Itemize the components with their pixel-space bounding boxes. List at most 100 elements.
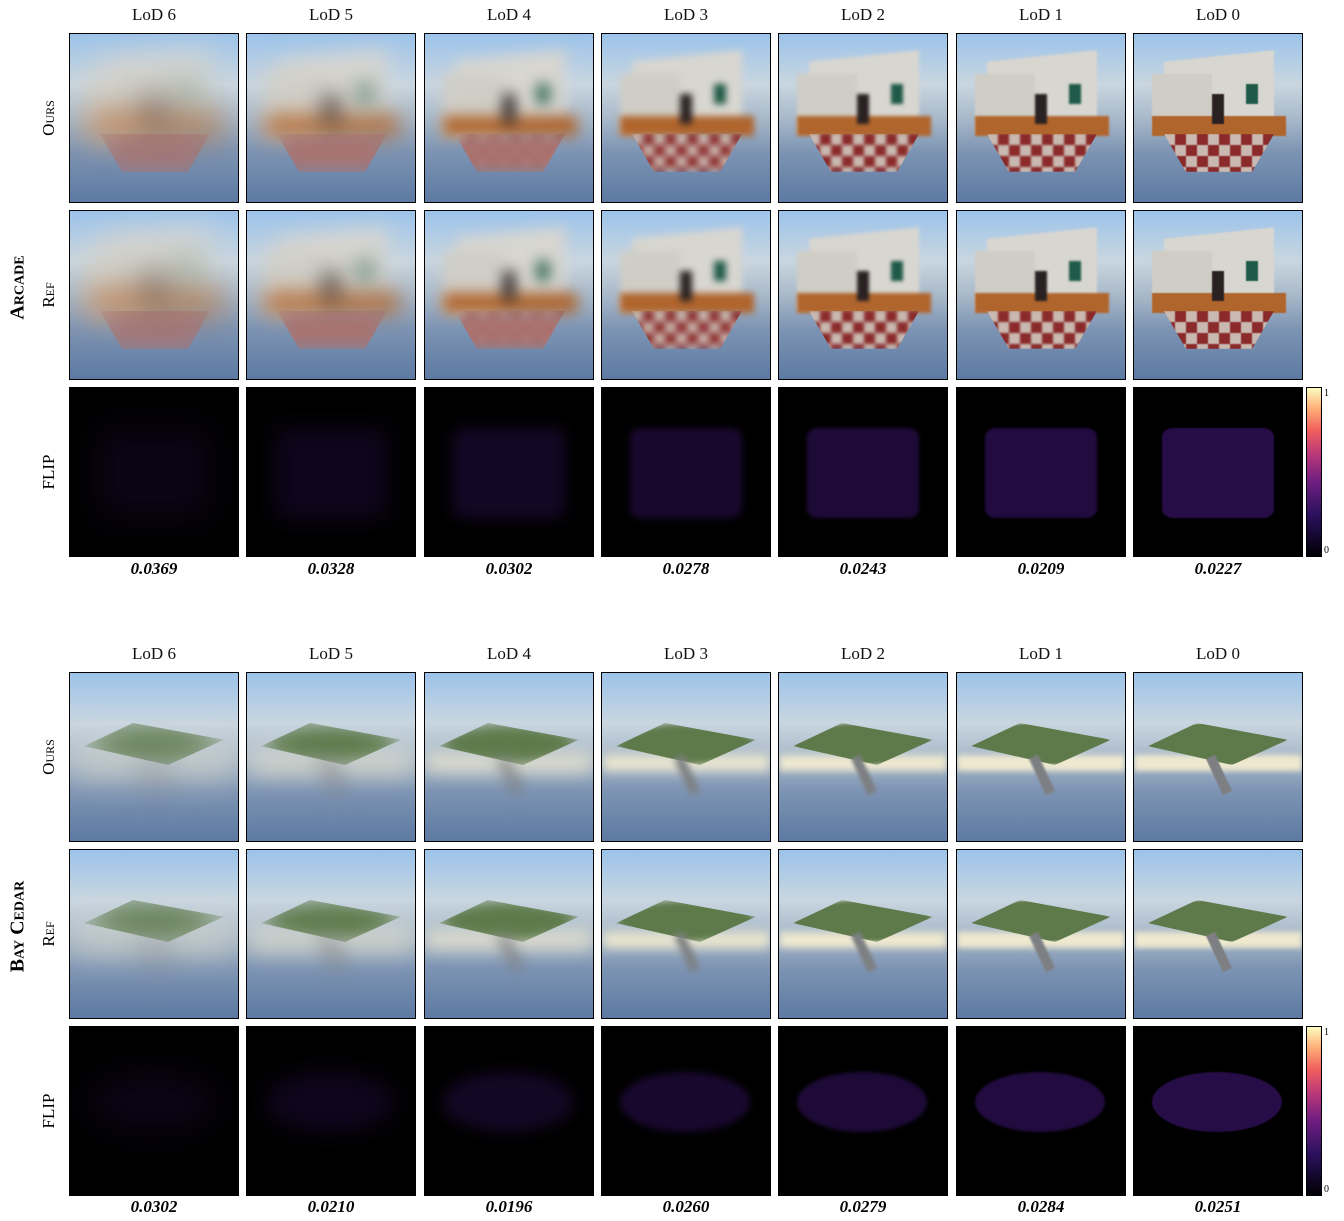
row-label: Ours [39, 672, 59, 842]
render-image [1133, 210, 1303, 380]
floor [987, 311, 1097, 349]
render-image [424, 210, 594, 380]
floor [455, 134, 565, 172]
poster [714, 84, 726, 104]
render-image [69, 672, 239, 842]
poster [714, 261, 726, 281]
error-region [453, 428, 565, 518]
flip-score: 0.0302 [424, 559, 594, 579]
render-image [601, 672, 771, 842]
scene-label: Arcade [7, 18, 30, 558]
poster [1069, 261, 1081, 281]
error-map [246, 387, 416, 557]
render-image [778, 672, 948, 842]
poster [182, 84, 194, 104]
floor [809, 311, 919, 349]
poster [891, 84, 903, 104]
column-header: LoD 3 [601, 644, 771, 664]
error-map [778, 387, 948, 557]
render-image [778, 33, 948, 203]
flip-score: 0.0209 [956, 559, 1126, 579]
error-map [69, 387, 239, 557]
figure: ArcadeOursRefFLIPLoD 60.0369LoD 50.0328L… [0, 0, 1344, 1221]
column-header: LoD 1 [956, 5, 1126, 25]
colorbar-min: 0 [1324, 1184, 1329, 1195]
cabinet [1212, 271, 1224, 301]
poster [891, 261, 903, 281]
flip-score: 0.0369 [69, 559, 239, 579]
render-image [778, 849, 948, 1019]
cabinet [857, 94, 869, 124]
flip-score: 0.0196 [424, 1197, 594, 1217]
poster [359, 261, 371, 281]
error-region [443, 1072, 573, 1132]
error-map [1133, 1026, 1303, 1196]
floor [1164, 134, 1274, 172]
scene-label: Bay Cedar [7, 657, 30, 1197]
colorbar [1306, 1026, 1322, 1196]
cabinet [857, 271, 869, 301]
error-region [1152, 1072, 1282, 1132]
colorbar [1306, 387, 1322, 557]
column-header: LoD 2 [778, 5, 948, 25]
row-label: FLIP [39, 387, 59, 557]
floor [100, 134, 210, 172]
column-header: LoD 1 [956, 644, 1126, 664]
error-map [601, 387, 771, 557]
error-region [797, 1072, 927, 1132]
render-image [1133, 849, 1303, 1019]
render-image [956, 33, 1126, 203]
cabinet [148, 271, 160, 301]
column-header: LoD 4 [424, 5, 594, 25]
render-image [246, 672, 416, 842]
render-image [778, 210, 948, 380]
floor [632, 134, 742, 172]
cabinet [325, 94, 337, 124]
cabinet [680, 94, 692, 124]
flip-score: 0.0302 [69, 1197, 239, 1217]
column-header: LoD 4 [424, 644, 594, 664]
poster [1246, 84, 1258, 104]
floor [987, 134, 1097, 172]
render-image [1133, 672, 1303, 842]
error-region [630, 428, 742, 518]
row-label: Ref [39, 849, 59, 1019]
poster [537, 261, 549, 281]
error-map [956, 387, 1126, 557]
column-header: LoD 2 [778, 644, 948, 664]
cabinet [503, 271, 515, 301]
cabinet [680, 271, 692, 301]
error-region [1162, 428, 1274, 518]
render-image [246, 33, 416, 203]
error-map [1133, 387, 1303, 557]
error-region [98, 428, 210, 518]
error-region [265, 1072, 395, 1132]
render-image [246, 849, 416, 1019]
floor [277, 311, 387, 349]
floor [277, 134, 387, 172]
flip-score: 0.0243 [778, 559, 948, 579]
cabinet [503, 94, 515, 124]
poster [1069, 84, 1081, 104]
column-header: LoD 6 [69, 644, 239, 664]
row-label: FLIP [39, 1026, 59, 1196]
error-map [246, 1026, 416, 1196]
render-image [69, 33, 239, 203]
poster [537, 84, 549, 104]
colorbar-min: 0 [1324, 545, 1329, 556]
flip-score: 0.0227 [1133, 559, 1303, 579]
colorbar-max: 1 [1324, 1027, 1329, 1038]
error-region [88, 1072, 218, 1132]
error-map [424, 387, 594, 557]
floor [455, 311, 565, 349]
column-header: LoD 0 [1133, 644, 1303, 664]
column-header: LoD 5 [246, 5, 416, 25]
render-image [424, 33, 594, 203]
error-region [975, 1072, 1105, 1132]
error-map [778, 1026, 948, 1196]
poster [359, 84, 371, 104]
error-region [275, 428, 387, 518]
flip-score: 0.0210 [246, 1197, 416, 1217]
column-header: LoD 6 [69, 5, 239, 25]
flip-score: 0.0260 [601, 1197, 771, 1217]
